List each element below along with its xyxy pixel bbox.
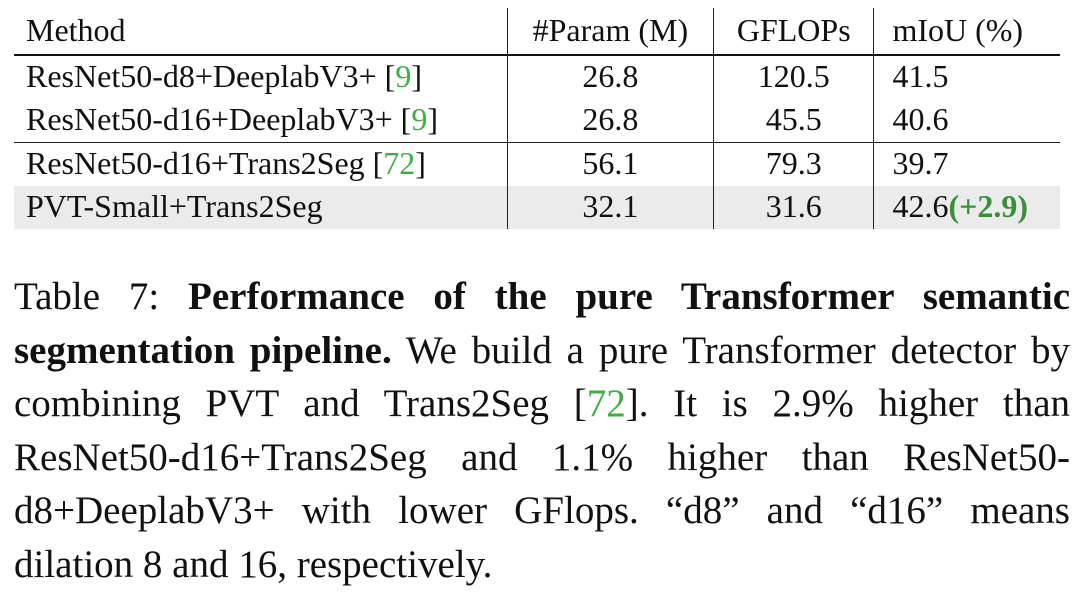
gflops-cell: 120.5: [713, 55, 874, 99]
table-row: ResNet50-d16+DeeplabV3+ [9] 26.8 45.5 40…: [14, 99, 1060, 143]
gflops-cell: 45.5: [713, 99, 874, 143]
method-name: ResNet50-d8+DeeplabV3+: [26, 58, 385, 95]
caption-title: Performance of the pure Transformer sema…: [14, 275, 1071, 372]
header-miou: mIoU (%): [873, 8, 1060, 55]
param-cell: 26.8: [506, 99, 714, 143]
caption-label: Table 7:: [14, 275, 189, 318]
table-caption: Table 7: Performance of the pure Transfo…: [14, 270, 1070, 591]
gflops-cell: 31.6: [713, 186, 874, 229]
citation-link[interactable]: 72: [383, 145, 416, 182]
miou-value: 42.6: [892, 188, 949, 225]
caption-text-2: ]. It is 2.9% higher than ResNet50-d16+T…: [14, 382, 1071, 586]
header-method: Method: [26, 11, 126, 48]
method-cell: PVT-Small+Trans2Seg: [14, 186, 508, 229]
citation-link[interactable]: 9: [395, 58, 412, 95]
gflops-cell: 79.3: [713, 142, 874, 186]
table-row: ResNet50-d8+DeeplabV3+ [9] 26.8 120.5 41…: [14, 55, 1060, 99]
param-cell: 26.8: [506, 55, 714, 99]
table-row: ResNet50-d16+Trans2Seg [72] 56.1 79.3 39…: [14, 142, 1060, 186]
results-table-container: Method #Param (M) GFLOPs mIoU (%) ResNet…: [14, 8, 1060, 229]
table-row-highlighted: PVT-Small+Trans2Seg 32.1 31.6 42.6(+2.9): [14, 186, 1060, 229]
miou-gain: (+2.9): [948, 188, 1028, 225]
caption-text-1: We build a pure Transformer detector by …: [14, 328, 1070, 426]
method-name: ResNet50-d16+DeeplabV3+: [26, 101, 401, 138]
miou-cell: 39.7: [873, 142, 1060, 186]
param-cell: 56.1: [506, 142, 714, 186]
method-cell: ResNet50-d8+DeeplabV3+ [9]: [26, 58, 422, 95]
header-gflops: GFLOPs: [713, 8, 874, 55]
method-cell: ResNet50-d16+Trans2Seg [72]: [26, 145, 426, 182]
miou-cell: 40.6: [873, 99, 1060, 143]
miou-cell: 41.5: [873, 55, 1060, 99]
method-name: PVT-Small+Trans2Seg: [26, 188, 323, 225]
table-header-row: Method #Param (M) GFLOPs mIoU (%): [14, 8, 1060, 55]
miou-cell: 42.6(+2.9): [873, 186, 1060, 229]
citation-link[interactable]: 9: [411, 101, 428, 138]
caption-citation-link[interactable]: 72: [586, 382, 626, 425]
results-table: Method #Param (M) GFLOPs mIoU (%) ResNet…: [14, 8, 1060, 229]
method-cell: ResNet50-d16+DeeplabV3+ [9]: [26, 101, 438, 138]
header-param: #Param (M): [506, 8, 714, 55]
method-name: ResNet50-d16+Trans2Seg: [26, 145, 373, 182]
param-cell: 32.1: [506, 186, 714, 229]
